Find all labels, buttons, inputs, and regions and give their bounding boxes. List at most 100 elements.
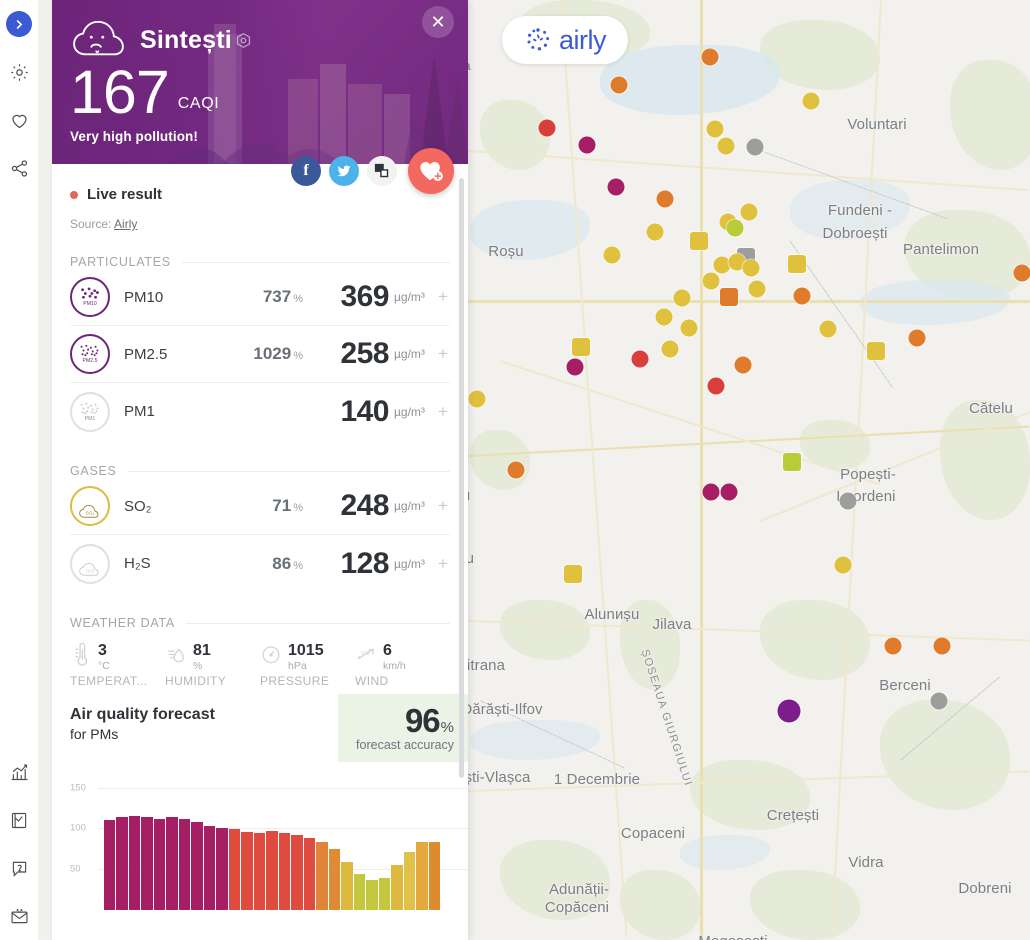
share-facebook-button[interactable]: f bbox=[291, 156, 321, 186]
sensor-marker[interactable] bbox=[839, 492, 857, 510]
chart-bar[interactable] bbox=[328, 848, 341, 910]
sensor-marker[interactable] bbox=[933, 637, 951, 655]
sensor-marker[interactable] bbox=[783, 453, 801, 471]
chart-bar[interactable] bbox=[141, 816, 153, 910]
sensor-marker[interactable] bbox=[690, 232, 708, 250]
sensor-marker[interactable] bbox=[717, 137, 735, 155]
sensor-marker[interactable] bbox=[646, 223, 664, 241]
statistics-button[interactable] bbox=[0, 748, 38, 796]
sensor-marker[interactable] bbox=[468, 390, 486, 408]
chart-bar[interactable] bbox=[253, 833, 266, 910]
sensor-marker[interactable] bbox=[507, 461, 525, 479]
measurement-row[interactable]: SO₂ SO₂ 71% 248 µg/m³ + bbox=[70, 478, 450, 535]
expand-details-button[interactable]: + bbox=[438, 287, 448, 306]
sensor-marker[interactable] bbox=[680, 319, 698, 337]
sensor-marker[interactable] bbox=[566, 358, 584, 376]
sensor-marker[interactable] bbox=[720, 483, 738, 501]
close-button[interactable]: ✕ bbox=[422, 6, 454, 38]
chart-bar[interactable] bbox=[104, 820, 116, 910]
chart-bar[interactable] bbox=[416, 842, 428, 910]
chart-bar[interactable] bbox=[353, 873, 366, 910]
sensor-marker[interactable] bbox=[655, 308, 673, 326]
sensor-marker[interactable] bbox=[578, 136, 596, 154]
help-button[interactable] bbox=[0, 844, 38, 892]
chart-bar[interactable] bbox=[128, 816, 141, 910]
contact-button[interactable] bbox=[0, 892, 38, 940]
sensor-marker[interactable] bbox=[788, 255, 806, 273]
expand-details-button[interactable]: + bbox=[438, 553, 448, 573]
chart-bar[interactable] bbox=[266, 830, 278, 910]
sensor-marker[interactable] bbox=[610, 76, 628, 94]
share-twitter-button[interactable] bbox=[329, 156, 359, 186]
sensor-marker[interactable] bbox=[1013, 264, 1030, 282]
chart-bar[interactable] bbox=[366, 879, 378, 910]
sensor-marker[interactable] bbox=[734, 356, 752, 374]
sensor-marker[interactable] bbox=[631, 350, 649, 368]
sensor-marker[interactable] bbox=[720, 288, 738, 306]
expand-details-button[interactable]: + bbox=[438, 401, 448, 421]
sensor-marker[interactable] bbox=[661, 340, 679, 358]
chart-bar[interactable] bbox=[403, 851, 416, 910]
chart-bar[interactable] bbox=[191, 821, 203, 910]
sensor-marker[interactable] bbox=[726, 219, 744, 237]
sensor-marker[interactable] bbox=[834, 556, 852, 574]
sensor-marker[interactable] bbox=[793, 287, 811, 305]
sensor-marker[interactable] bbox=[777, 699, 801, 723]
source-link[interactable]: Airly bbox=[114, 217, 138, 231]
sensor-marker[interactable] bbox=[656, 190, 674, 208]
measurement-row[interactable]: H₂S H₂S 86% 128 µg/m³ + bbox=[70, 535, 450, 592]
expand-panel-button[interactable] bbox=[0, 0, 38, 48]
chart-bar[interactable] bbox=[241, 831, 253, 910]
sensor-marker[interactable] bbox=[884, 637, 902, 655]
chart-bar[interactable] bbox=[428, 842, 441, 910]
sensor-marker[interactable] bbox=[702, 272, 720, 290]
sensor-marker[interactable] bbox=[607, 178, 625, 196]
chart-bar[interactable] bbox=[378, 877, 391, 910]
chart-bar[interactable] bbox=[303, 838, 316, 910]
sensor-marker[interactable] bbox=[707, 377, 725, 395]
sensor-marker[interactable] bbox=[538, 119, 556, 137]
settings-button[interactable] bbox=[0, 48, 38, 96]
chart-bar[interactable] bbox=[216, 828, 228, 910]
expand-details-button[interactable]: + bbox=[438, 496, 448, 515]
sensor-marker[interactable] bbox=[728, 253, 746, 271]
airly-logo[interactable]: airly bbox=[502, 16, 628, 64]
measurement-row[interactable]: PM10 PM10 737% 369 µg/m³ + bbox=[70, 269, 450, 326]
sensor-marker[interactable] bbox=[802, 92, 820, 110]
sensor-marker[interactable] bbox=[740, 203, 758, 221]
sensor-marker[interactable] bbox=[706, 120, 724, 138]
favorites-button[interactable] bbox=[0, 96, 38, 144]
sensor-marker[interactable] bbox=[746, 138, 764, 156]
measurement-row[interactable]: PM2.5 PM2.5 1029% 258 µg/m³ + bbox=[70, 326, 450, 383]
library-button[interactable] bbox=[0, 796, 38, 844]
favorite-button[interactable] bbox=[408, 148, 454, 194]
chart-bar[interactable] bbox=[178, 819, 191, 910]
chart-bar[interactable] bbox=[391, 864, 403, 910]
chart-bar[interactable] bbox=[316, 842, 328, 910]
sensor-marker[interactable] bbox=[908, 329, 926, 347]
sensor-marker[interactable] bbox=[572, 338, 590, 356]
measurement-row[interactable]: PM1 PM1 140 µg/m³ + bbox=[70, 383, 450, 440]
expand-details-button[interactable]: + bbox=[438, 344, 448, 363]
share-button[interactable] bbox=[0, 144, 38, 192]
chart-bar[interactable] bbox=[166, 816, 178, 910]
sensor-marker[interactable] bbox=[819, 320, 837, 338]
sensor-marker[interactable] bbox=[564, 565, 582, 583]
sensor-marker[interactable] bbox=[748, 280, 766, 298]
chart-bar[interactable] bbox=[278, 833, 291, 910]
sensor-marker[interactable] bbox=[742, 259, 760, 277]
panel-scrollbar[interactable] bbox=[459, 178, 464, 778]
sensor-marker[interactable] bbox=[713, 256, 731, 274]
chart-bar[interactable] bbox=[153, 818, 166, 910]
sensor-marker[interactable] bbox=[673, 289, 691, 307]
sensor-marker[interactable] bbox=[603, 246, 621, 264]
sensor-marker[interactable] bbox=[702, 483, 720, 501]
chart-bar[interactable] bbox=[116, 816, 128, 910]
chart-bar[interactable] bbox=[291, 834, 303, 910]
sensor-marker[interactable] bbox=[867, 342, 885, 360]
chart-bar[interactable] bbox=[228, 829, 241, 910]
sensor-marker[interactable] bbox=[930, 692, 948, 710]
sensor-marker[interactable] bbox=[701, 48, 719, 66]
embed-button[interactable] bbox=[367, 156, 397, 186]
chart-bar[interactable] bbox=[203, 825, 216, 910]
